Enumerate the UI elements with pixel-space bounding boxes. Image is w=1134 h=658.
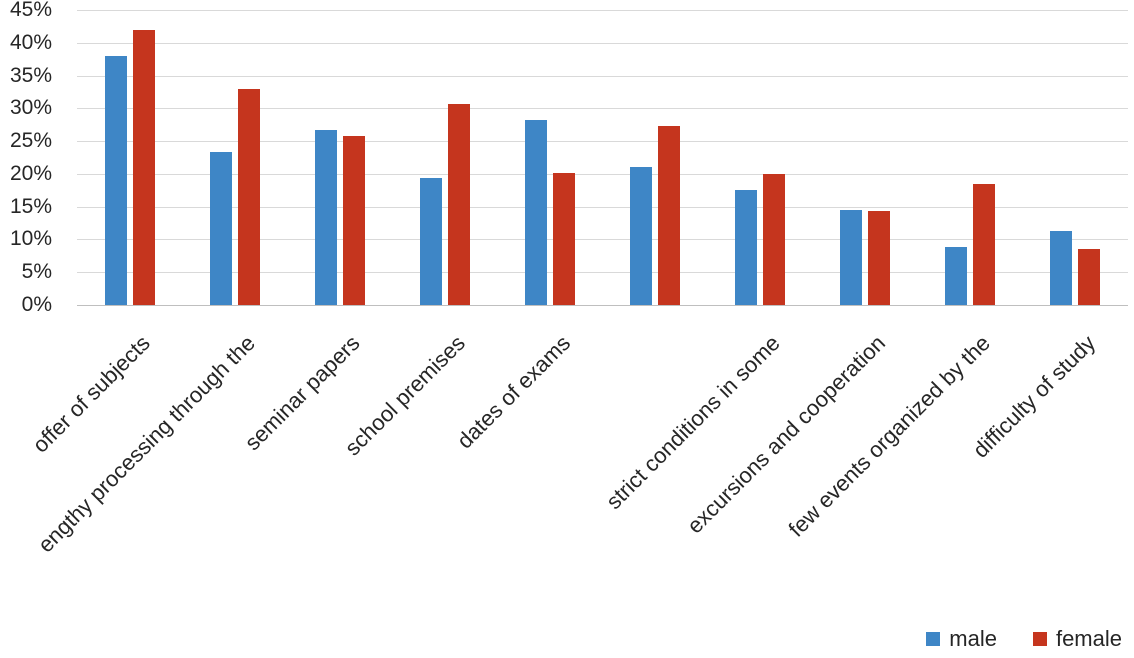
bar-male (630, 167, 652, 305)
bar-female (343, 136, 365, 305)
gridline (77, 76, 1128, 77)
gridline (77, 141, 1128, 142)
legend-swatch-female (1032, 632, 1047, 646)
y-tick-label: 25% (9, 129, 52, 152)
bar-female (763, 174, 785, 305)
gridline (77, 305, 1128, 306)
x-category-label: few events organized by the (783, 330, 995, 542)
bar-male (525, 120, 547, 305)
y-tick-label: 20% (9, 162, 52, 185)
bar-male (315, 130, 337, 305)
y-tick-label: 10% (9, 227, 52, 250)
gridline (77, 207, 1128, 208)
legend-item-female: female (1032, 626, 1122, 652)
bar-female (658, 126, 680, 305)
x-category-label: dates of exams (451, 330, 575, 454)
y-tick-label: 5% (21, 260, 52, 283)
x-category-label: excursions and cooperation (682, 330, 890, 539)
bar-female (1078, 249, 1100, 305)
y-tick-label: 40% (9, 31, 52, 54)
gridline (77, 108, 1128, 109)
bar-female (868, 211, 890, 305)
bar-male (105, 56, 127, 305)
y-tick-label: 0% (21, 293, 52, 316)
legend: male female (926, 626, 1122, 652)
bar-male (840, 210, 862, 305)
x-category-label: strict conditions in some (601, 330, 785, 514)
bar-female (238, 89, 260, 305)
bar-male (1050, 231, 1072, 305)
gridline (77, 272, 1128, 273)
gridline (77, 10, 1128, 11)
bar-male (420, 178, 442, 305)
bar-male (210, 152, 232, 305)
gridline (77, 174, 1128, 175)
legend-label-male: male (949, 626, 997, 651)
legend-label-female: female (1055, 626, 1122, 651)
legend-item-male: male (926, 626, 997, 652)
bar-female (133, 30, 155, 305)
bar-male (735, 190, 757, 305)
bar-female (973, 184, 995, 305)
y-tick-label: 35% (9, 64, 52, 87)
x-category-label: engthy processing through the (33, 330, 260, 558)
bar-male (945, 247, 967, 305)
y-tick-label: 45% (9, 0, 52, 21)
gridline (77, 239, 1128, 240)
bar-female (553, 173, 575, 305)
y-tick-label: 30% (9, 96, 52, 119)
legend-swatch-male (926, 632, 941, 646)
gridline (77, 43, 1128, 44)
bar-female (448, 104, 470, 305)
y-tick-label: 15% (9, 195, 52, 218)
